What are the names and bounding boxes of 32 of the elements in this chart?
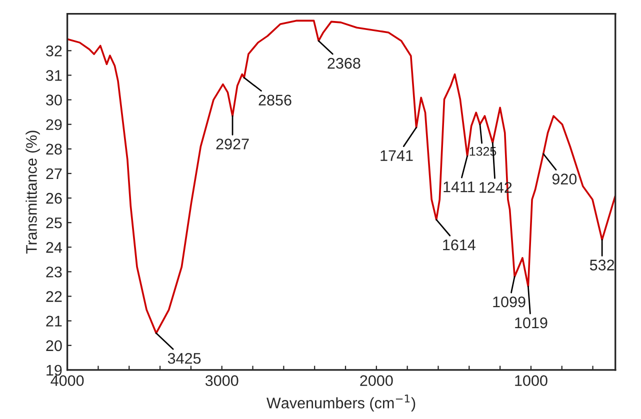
- annotation: 3425: [168, 352, 201, 364]
- y-tick-label: 26: [46, 192, 62, 204]
- y-tick-label: 28: [46, 144, 62, 155]
- y-tick-label: 31: [46, 70, 62, 81]
- annotation: 532: [590, 260, 614, 270]
- y-tick-label: 21: [46, 316, 62, 326]
- x-tick-label: 4000: [50, 375, 84, 386]
- x-tick-label: 1000: [515, 375, 548, 386]
- annotation: 920: [552, 174, 577, 184]
- y-tick-label: 24: [46, 242, 62, 253]
- annotation: 1741: [380, 150, 413, 161]
- annotation: 2368: [328, 58, 360, 69]
- y-tick-label: 23: [46, 266, 62, 278]
- annotation: 1614: [443, 240, 476, 250]
- annotation: 1019: [515, 317, 548, 328]
- y-tick-label: 32: [46, 46, 62, 56]
- annotation: 1411: [444, 182, 475, 192]
- annotation: 1099: [493, 296, 526, 308]
- x-tick-label: 3000: [205, 375, 238, 386]
- y-axis-title: Transmittance (%): [26, 130, 40, 254]
- x-tick-label: 2000: [360, 375, 393, 386]
- y-tick-label: 22: [46, 291, 62, 302]
- y-tick-label: 20: [46, 340, 62, 352]
- y-tick-label: 30: [46, 94, 62, 106]
- y-tick-label: 27: [46, 168, 62, 180]
- annotation: 2856: [258, 94, 292, 106]
- line-series: [67, 20, 616, 334]
- annotation: 2927: [216, 138, 249, 150]
- y-tick-label: 19: [46, 364, 62, 376]
- y-tick-label: 29: [46, 119, 62, 130]
- y-tick-label: 25: [46, 217, 62, 228]
- x-axis-title: Wavenumbers (cm$^{−1}$): [266, 394, 416, 412]
